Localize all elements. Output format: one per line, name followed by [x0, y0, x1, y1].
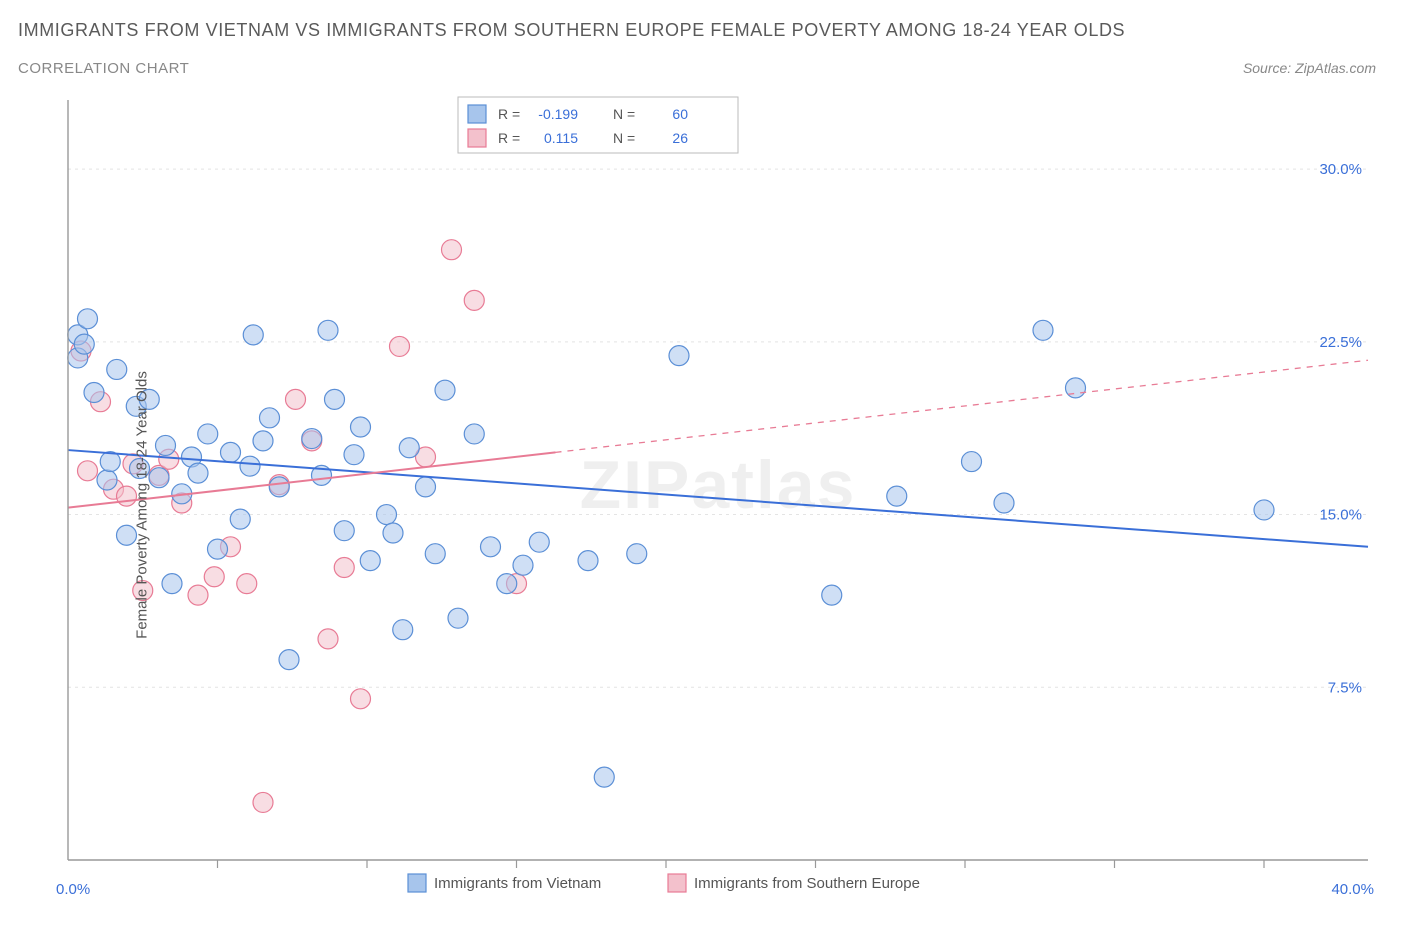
data-point	[97, 470, 117, 490]
data-point	[464, 424, 484, 444]
data-point	[149, 468, 169, 488]
n-value: 60	[672, 106, 688, 122]
data-point	[627, 544, 647, 564]
data-point	[243, 325, 263, 345]
data-point	[448, 608, 468, 628]
data-point	[377, 505, 397, 525]
data-point	[351, 689, 371, 709]
data-point	[594, 767, 614, 787]
data-point	[344, 445, 364, 465]
data-point	[237, 574, 257, 594]
x-min-label: 0.0%	[56, 881, 90, 898]
x-max-label: 40.0%	[1331, 881, 1374, 898]
y-tick-label: 7.5%	[1328, 679, 1362, 696]
data-point	[318, 320, 338, 340]
data-point	[198, 424, 218, 444]
chart-title: IMMIGRANTS FROM VIETNAM VS IMMIGRANTS FR…	[18, 20, 1125, 41]
chart-subtitle: CORRELATION CHART	[18, 60, 189, 77]
data-point	[84, 382, 104, 402]
data-point	[240, 456, 260, 476]
data-point	[156, 435, 176, 455]
svg-text:N =: N =	[613, 106, 635, 122]
data-point	[994, 493, 1014, 513]
data-point	[1033, 320, 1053, 340]
data-point	[253, 431, 273, 451]
data-point	[279, 650, 299, 670]
data-point	[393, 620, 413, 640]
data-point	[435, 380, 455, 400]
data-point	[1254, 500, 1274, 520]
data-point	[334, 558, 354, 578]
data-point	[204, 567, 224, 587]
data-point	[78, 461, 98, 481]
data-point	[78, 309, 98, 329]
data-point	[269, 477, 289, 497]
r-value: 0.115	[544, 130, 578, 146]
y-tick-label: 22.5%	[1319, 334, 1362, 351]
svg-text:R =: R =	[498, 130, 520, 146]
data-point	[188, 463, 208, 483]
svg-text:R =: R =	[498, 106, 520, 122]
chart-container: Female Poverty Among 18-24 Year Olds ZIP…	[18, 95, 1388, 915]
n-value: 26	[672, 130, 688, 146]
data-point	[318, 629, 338, 649]
data-point	[162, 574, 182, 594]
data-point	[578, 551, 598, 571]
y-tick-label: 15.0%	[1319, 507, 1362, 524]
data-point	[425, 544, 445, 564]
data-point	[221, 442, 241, 462]
data-point	[286, 389, 306, 409]
data-point	[302, 429, 322, 449]
data-point	[230, 509, 250, 529]
data-point	[383, 523, 403, 543]
data-point	[399, 438, 419, 458]
data-point	[481, 537, 501, 557]
data-point	[74, 334, 94, 354]
legend-swatch	[668, 874, 686, 892]
source-attribution: Source: ZipAtlas.com	[1243, 60, 1376, 76]
data-point	[442, 240, 462, 260]
data-point	[822, 585, 842, 605]
legend-swatch	[408, 874, 426, 892]
svg-text:N =: N =	[613, 130, 635, 146]
data-point	[1066, 378, 1086, 398]
data-point	[390, 336, 410, 356]
legend-label: Immigrants from Vietnam	[434, 875, 601, 892]
data-point	[416, 477, 436, 497]
data-point	[360, 551, 380, 571]
data-point	[497, 574, 517, 594]
data-point	[464, 290, 484, 310]
y-axis-label: Female Poverty Among 18-24 Year Olds	[133, 371, 150, 639]
data-point	[260, 408, 280, 428]
data-point	[253, 792, 273, 812]
data-point	[887, 486, 907, 506]
data-point	[962, 452, 982, 472]
data-point	[529, 532, 549, 552]
r-value: -0.199	[538, 106, 578, 122]
data-point	[107, 359, 127, 379]
scatter-chart: ZIPatlas 7.5% 15.0% 22.5% 30.0% 0.0% 40.0% R = -…	[18, 95, 1388, 915]
data-point	[351, 417, 371, 437]
y-tick-label: 30.0%	[1319, 161, 1362, 178]
data-point	[513, 555, 533, 575]
data-point	[334, 521, 354, 541]
data-point	[188, 585, 208, 605]
data-point	[325, 389, 345, 409]
data-point	[208, 539, 228, 559]
svg-text:ZIPatlas: ZIPatlas	[580, 447, 857, 523]
legend-swatch	[468, 105, 486, 123]
data-point	[669, 346, 689, 366]
legend-swatch	[468, 129, 486, 147]
legend-label: Immigrants from Southern Europe	[694, 875, 920, 892]
